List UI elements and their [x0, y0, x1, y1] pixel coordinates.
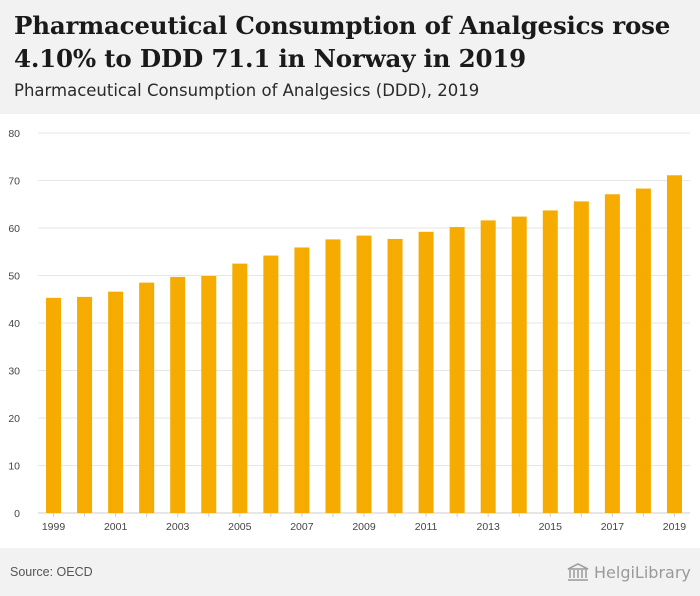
- y-tick-label: 60: [8, 223, 20, 235]
- bar: [294, 247, 310, 513]
- bar: [232, 263, 248, 513]
- bar: [108, 291, 124, 513]
- x-tick-label: 2009: [352, 521, 376, 533]
- bar: [449, 227, 465, 514]
- y-tick-label: 80: [8, 128, 20, 140]
- bar: [480, 220, 496, 513]
- x-tick-label: 2003: [166, 521, 190, 533]
- x-tick-label: 1999: [42, 521, 66, 533]
- bar: [356, 235, 372, 513]
- x-tick-label: 2015: [539, 521, 563, 533]
- x-tick-label: 2001: [104, 521, 128, 533]
- y-tick-label: 0: [14, 508, 20, 520]
- bar-chart: 0 10 20 30 40 50 60 70 80 1999 2001 2003 2005 2007 200…: [8, 128, 690, 533]
- x-tick-label: 2017: [601, 521, 625, 533]
- x-tick-label: 2019: [663, 521, 687, 533]
- chart-title: Pharmaceutical Consumption of Analgesics…: [14, 11, 671, 73]
- bar: [418, 231, 434, 514]
- bar: [170, 276, 186, 513]
- y-tick-label: 50: [8, 271, 20, 283]
- bar: [46, 297, 62, 513]
- bar: [666, 175, 682, 513]
- x-tick-label: 2005: [228, 521, 252, 533]
- y-tick-label: 70: [8, 176, 20, 188]
- y-tick-label: 20: [8, 413, 20, 425]
- chart-subtitle: Pharmaceutical Consumption of Analgesics…: [14, 81, 480, 100]
- bar: [573, 201, 589, 513]
- bar: [604, 194, 620, 513]
- bar: [635, 188, 651, 513]
- bar: [263, 255, 279, 514]
- y-tick-label: 30: [8, 366, 20, 378]
- x-tick-label: 2013: [477, 521, 501, 533]
- library-building-icon: [567, 563, 589, 581]
- bar: [77, 296, 93, 513]
- x-tick-label: 2011: [415, 521, 438, 533]
- bar: [511, 216, 527, 513]
- header: Pharmaceutical Consumption of Analgesics…: [0, 0, 700, 114]
- bar: [201, 275, 217, 513]
- x-tick-label: 2007: [290, 521, 314, 533]
- bar: [325, 239, 341, 513]
- bar: [542, 210, 558, 514]
- y-tick-label: 10: [8, 461, 20, 473]
- plot-area: 0 10 20 30 40 50 60 70 80 1999 2001 2003 2005 2007 200…: [0, 114, 700, 548]
- y-tick-label: 40: [8, 318, 20, 330]
- source-note: Source: OECD: [10, 565, 93, 579]
- bar: [139, 282, 155, 513]
- logo-text: HelgiLibrary: [594, 562, 691, 582]
- helgi-library-logo: HelgiLibrary: [566, 562, 691, 582]
- bar: [387, 238, 403, 514]
